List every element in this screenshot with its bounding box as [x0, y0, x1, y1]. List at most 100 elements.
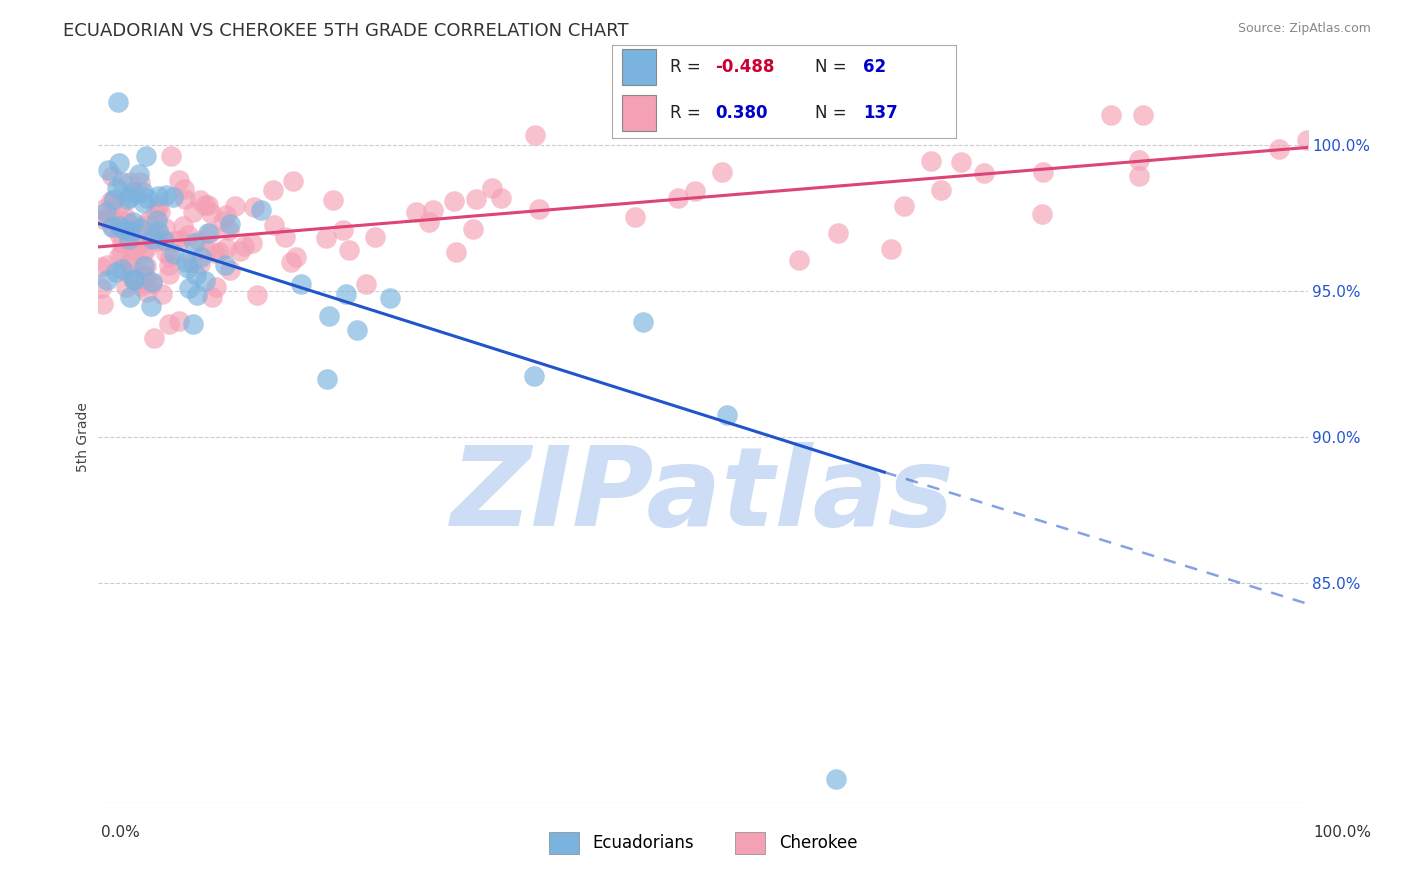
Point: [114, 263, 136, 277]
Point: [711, 164, 734, 178]
Point: [214, 258, 236, 272]
Point: [162, 190, 184, 204]
Point: [122, 215, 145, 229]
Point: [153, 221, 176, 235]
Point: [141, 275, 163, 289]
Point: [929, 183, 952, 197]
Point: [176, 260, 198, 275]
Point: [949, 155, 972, 169]
Point: [141, 232, 163, 246]
Point: [148, 224, 170, 238]
Point: [666, 191, 689, 205]
Point: [128, 237, 150, 252]
Point: [920, 154, 942, 169]
Point: [461, 222, 484, 236]
Point: [1032, 165, 1054, 179]
Point: [122, 272, 145, 286]
Point: [200, 226, 222, 240]
Point: [188, 193, 211, 207]
Point: [197, 226, 219, 240]
Point: [204, 245, 226, 260]
Point: [825, 772, 848, 787]
Point: [111, 245, 134, 260]
Point: [1268, 142, 1291, 156]
Point: [129, 175, 152, 189]
Point: [827, 226, 849, 240]
Point: [120, 217, 142, 231]
Point: [132, 276, 155, 290]
Point: [132, 266, 155, 280]
Point: [1031, 206, 1053, 220]
Point: [157, 317, 180, 331]
Point: [111, 175, 134, 189]
Point: [134, 268, 156, 283]
Point: [107, 155, 129, 169]
Point: [249, 202, 271, 217]
Point: [103, 192, 125, 206]
Point: [129, 279, 152, 293]
Point: [173, 182, 195, 196]
Text: Source: ZipAtlas.com: Source: ZipAtlas.com: [1237, 22, 1371, 36]
Point: [100, 194, 122, 208]
Point: [149, 204, 172, 219]
Point: [194, 197, 217, 211]
Point: [405, 205, 427, 219]
Point: [197, 198, 219, 212]
Point: [114, 215, 136, 229]
Point: [114, 210, 136, 224]
Point: [108, 249, 131, 263]
Point: [128, 167, 150, 181]
Point: [96, 258, 118, 272]
Point: [105, 181, 128, 195]
Point: [195, 244, 218, 259]
Text: -0.488: -0.488: [716, 58, 775, 76]
Point: [186, 287, 208, 301]
Point: [219, 217, 242, 231]
Point: [169, 233, 191, 247]
Point: [135, 242, 157, 256]
Point: [200, 206, 222, 220]
Point: [363, 230, 385, 244]
Point: [135, 218, 157, 232]
Point: [281, 173, 304, 187]
Point: [121, 185, 143, 199]
Point: [491, 190, 513, 204]
Point: [134, 196, 156, 211]
Text: R =: R =: [671, 104, 702, 122]
Point: [177, 281, 200, 295]
Point: [135, 149, 157, 163]
Point: [181, 205, 204, 219]
Point: [285, 250, 308, 264]
Point: [188, 257, 211, 271]
Point: [129, 221, 152, 235]
Point: [100, 210, 122, 224]
Point: [118, 235, 141, 249]
Point: [167, 173, 190, 187]
Point: [162, 234, 184, 248]
Point: [1296, 133, 1319, 147]
Point: [132, 185, 155, 199]
Point: [134, 259, 156, 273]
Point: [318, 309, 340, 323]
Point: [148, 189, 170, 203]
Point: [118, 258, 141, 272]
Point: [218, 223, 240, 237]
Point: [290, 277, 312, 291]
Point: [103, 194, 125, 209]
Point: [132, 244, 155, 259]
Text: 0.380: 0.380: [716, 104, 768, 122]
Point: [134, 259, 156, 273]
Point: [200, 290, 222, 304]
Point: [354, 277, 377, 292]
Point: [204, 279, 226, 293]
Point: [443, 194, 465, 208]
Point: [181, 317, 204, 331]
Point: [523, 128, 546, 142]
Point: [218, 262, 240, 277]
Point: [1128, 169, 1150, 183]
Point: [157, 258, 180, 272]
Point: [105, 265, 128, 279]
Point: [172, 219, 194, 233]
Point: [246, 288, 269, 302]
Point: [280, 255, 302, 269]
